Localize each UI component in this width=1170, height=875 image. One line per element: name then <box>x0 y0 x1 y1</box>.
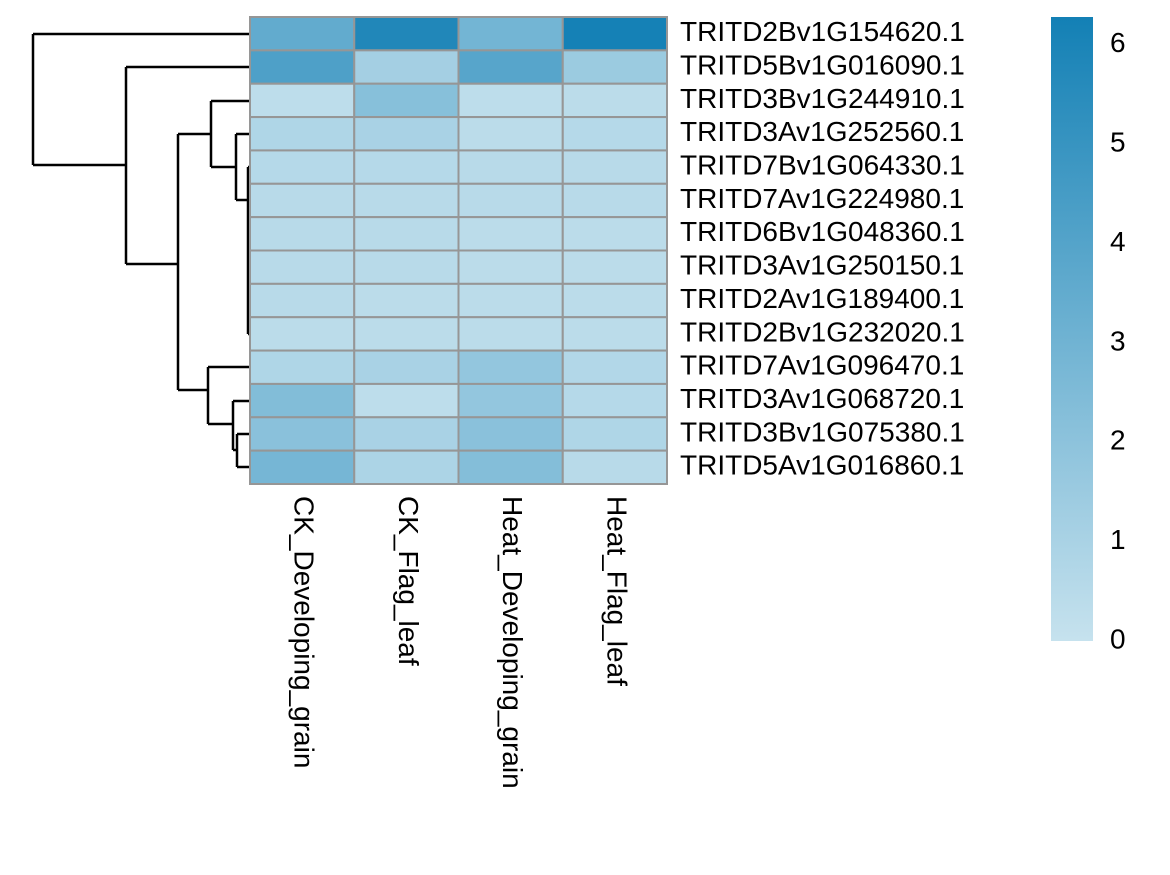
heatmap-cell <box>561 116 668 152</box>
heatmap-cell <box>249 449 356 485</box>
colorbar-tick-label: 1 <box>1110 524 1126 555</box>
heatmap-cell <box>353 82 460 119</box>
column-label: CK_Developing_grain <box>289 496 320 768</box>
colorbar-tick-label: 2 <box>1110 425 1126 456</box>
heatmap-cell <box>353 249 460 285</box>
heatmap-cell <box>249 416 356 452</box>
heatmap-cell <box>561 149 668 185</box>
heatmap-cell <box>457 449 564 485</box>
row-label: TRITD2Bv1G154620.1 <box>680 16 965 47</box>
row-label: TRITD7Bv1G064330.1 <box>680 149 965 180</box>
heatmap-cell <box>561 316 668 352</box>
heatmap-cell <box>249 282 356 319</box>
heatmap-cell <box>561 182 668 219</box>
heatmap-cell <box>457 349 564 385</box>
heatmap-cell <box>353 16 460 52</box>
colorbar-tick-label: 5 <box>1110 127 1126 158</box>
heatmap-cell <box>353 416 460 452</box>
heatmap-cell <box>561 416 668 452</box>
heatmap-cell <box>353 349 460 385</box>
heatmap-cell <box>353 149 460 185</box>
heatmap-cell <box>457 282 564 319</box>
heatmap-cell <box>353 216 460 252</box>
heatmap-cell <box>353 449 460 485</box>
heatmap-cell <box>561 282 668 319</box>
row-label: TRITD3Av1G068720.1 <box>680 383 964 414</box>
heatmap-cell <box>457 149 564 185</box>
heatmap-cell <box>249 382 356 419</box>
heatmap-cell <box>457 49 564 85</box>
heatmap-cell <box>457 16 564 52</box>
heatmap-cell <box>561 382 668 419</box>
heatmap-cell <box>249 249 356 285</box>
row-label: TRITD2Bv1G232020.1 <box>680 316 965 347</box>
column-label: Heat_Developing_grain <box>497 496 528 789</box>
heatmap-cell <box>353 49 460 85</box>
heatmap-cell <box>457 416 564 452</box>
row-label: TRITD3Av1G250150.1 <box>680 250 964 281</box>
row-label: TRITD2Av1G189400.1 <box>680 283 964 314</box>
heatmap-cell <box>561 349 668 385</box>
heatmap-cell <box>457 82 564 119</box>
heatmap-cell <box>249 49 356 85</box>
heatmap-cell <box>561 49 668 85</box>
heatmap-cell <box>561 216 668 252</box>
heatmap-cell <box>249 116 356 152</box>
heatmap-cell <box>457 216 564 252</box>
heatmap-cell <box>561 16 668 52</box>
heatmap-cell <box>249 16 356 52</box>
heatmap-cell <box>249 149 356 185</box>
heatmap-cell <box>353 316 460 352</box>
row-label: TRITD7Av1G224980.1 <box>680 183 964 214</box>
heatmap-cell <box>561 449 668 485</box>
heatmap-cell <box>457 382 564 419</box>
column-label: CK_Flag_leaf <box>393 496 424 666</box>
colorbar <box>1051 17 1093 641</box>
heatmap-cell <box>249 82 356 119</box>
row-dendrogram <box>31 32 250 469</box>
heatmap-cell <box>353 116 460 152</box>
heatmap-cell <box>353 182 460 219</box>
heatmap-cell <box>457 316 564 352</box>
row-label: TRITD3Av1G252560.1 <box>680 116 964 147</box>
heatmap-cell <box>353 382 460 419</box>
row-label: TRITD5Bv1G016090.1 <box>680 49 965 80</box>
row-label: TRITD6Bv1G048360.1 <box>680 216 965 247</box>
heatmap-cell <box>249 216 356 252</box>
row-label: TRITD5Av1G016860.1 <box>680 450 964 481</box>
heatmap-cell <box>561 82 668 119</box>
colorbar-tick-label: 4 <box>1110 226 1126 257</box>
row-label: TRITD7Av1G096470.1 <box>680 350 964 381</box>
heatmap-cell <box>561 249 668 285</box>
column-label: Heat_Flag_leaf <box>601 496 632 686</box>
heatmap-cell <box>249 349 356 385</box>
heatmap-cell <box>249 316 356 352</box>
row-label: TRITD3Bv1G244910.1 <box>680 83 965 114</box>
heatmap-cell <box>457 116 564 152</box>
heatmap-cell <box>353 282 460 319</box>
heatmap-cell <box>457 182 564 219</box>
colorbar-tick-label: 3 <box>1110 325 1126 356</box>
colorbar-tick-label: 6 <box>1110 27 1126 58</box>
colorbar-tick-label: 0 <box>1110 623 1126 654</box>
heatmap-cell <box>249 182 356 219</box>
row-label: TRITD3Bv1G075380.1 <box>680 416 965 447</box>
heatmap-cell <box>457 249 564 285</box>
